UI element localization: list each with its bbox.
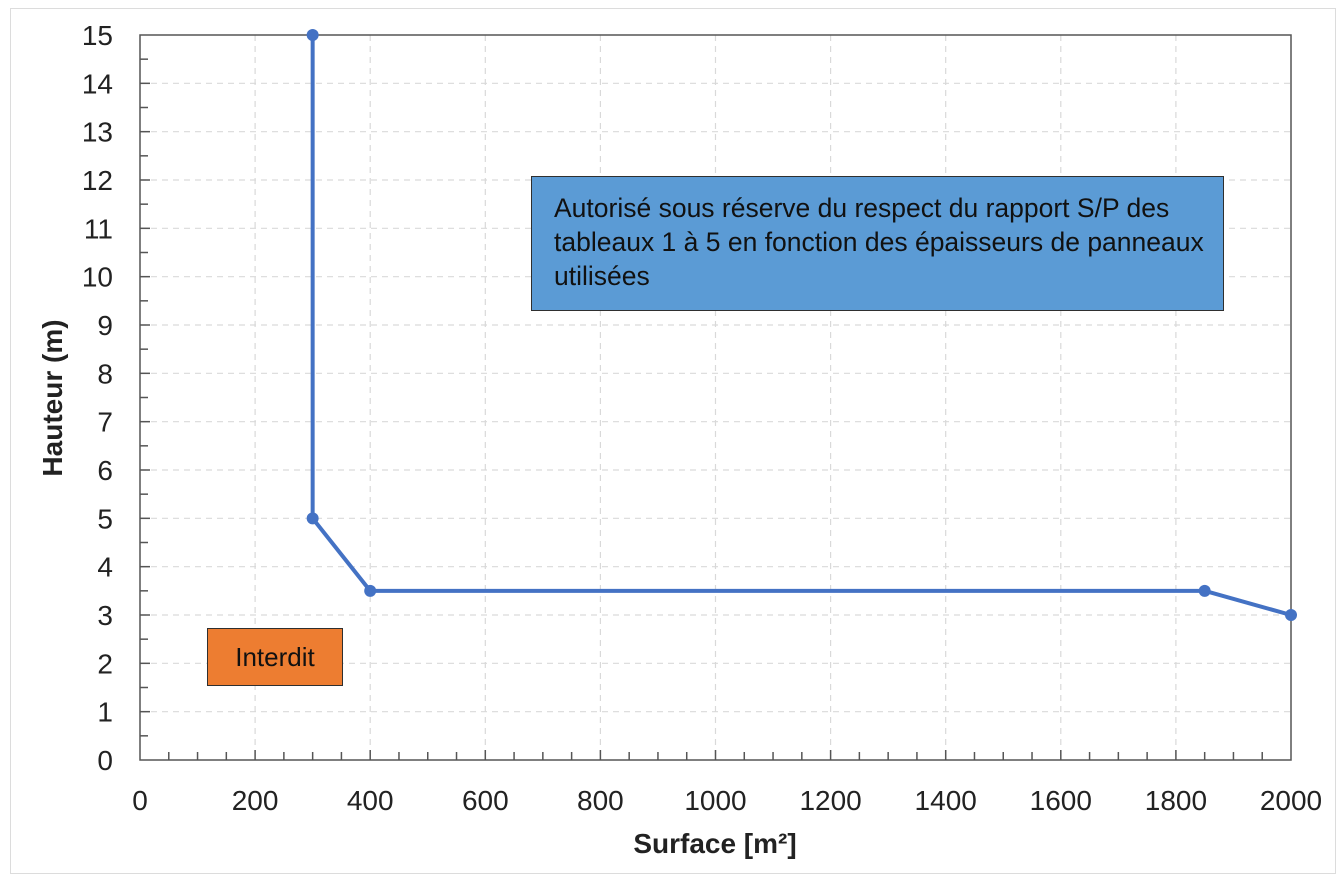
y-tick-label: 0 bbox=[97, 745, 113, 776]
data-point bbox=[306, 29, 319, 41]
y-tick-label: 12 bbox=[82, 165, 113, 196]
x-tick-label: 600 bbox=[462, 785, 509, 816]
y-tick-label: 4 bbox=[97, 552, 113, 583]
data-point bbox=[306, 512, 319, 525]
x-tick-label: 400 bbox=[347, 785, 394, 816]
y-tick-label: 5 bbox=[97, 503, 113, 534]
series bbox=[306, 29, 1297, 621]
x-tick-label: 200 bbox=[232, 785, 279, 816]
annotation-forbidden-zone: Interdit bbox=[207, 628, 343, 686]
y-tick-label: 15 bbox=[82, 20, 113, 51]
y-tick-label: 14 bbox=[82, 68, 113, 99]
y-tick-label: 6 bbox=[97, 455, 113, 486]
y-tick-label: 3 bbox=[97, 600, 113, 631]
y-tick-label: 8 bbox=[97, 358, 113, 389]
ticks bbox=[140, 58, 1263, 760]
y-tick-label: 9 bbox=[97, 310, 113, 341]
data-point bbox=[1198, 584, 1211, 597]
x-tick-label: 1600 bbox=[1030, 785, 1092, 816]
y-tick-label: 11 bbox=[84, 213, 113, 244]
x-tick-label: 1400 bbox=[915, 785, 977, 816]
x-tick-label: 0 bbox=[132, 785, 148, 816]
y-tick-label: 1 bbox=[97, 697, 113, 728]
x-tick-labels: 0 200 400 600 800 1000 1200 1400 1600 1800 2000 bbox=[132, 785, 1322, 816]
y-axis-title: Hauteur (m) bbox=[37, 319, 68, 476]
x-tick-label: 1200 bbox=[799, 785, 861, 816]
y-tick-label: 10 bbox=[82, 262, 113, 293]
data-point bbox=[364, 584, 377, 597]
x-tick-label: 800 bbox=[577, 785, 624, 816]
data-point bbox=[1285, 609, 1297, 621]
y-tick-label: 13 bbox=[82, 117, 113, 148]
x-tick-label: 2000 bbox=[1260, 785, 1322, 816]
annotation-allowed-zone: Autorisé sous réserve du respect du rapp… bbox=[531, 176, 1224, 311]
y-tick-label: 2 bbox=[97, 648, 113, 679]
y-tick-label: 7 bbox=[97, 407, 113, 438]
x-axis-title: Surface [m²] bbox=[633, 828, 796, 859]
x-tick-label: 1800 bbox=[1145, 785, 1207, 816]
x-tick-label: 1000 bbox=[684, 785, 746, 816]
plot-border bbox=[139, 34, 1292, 761]
